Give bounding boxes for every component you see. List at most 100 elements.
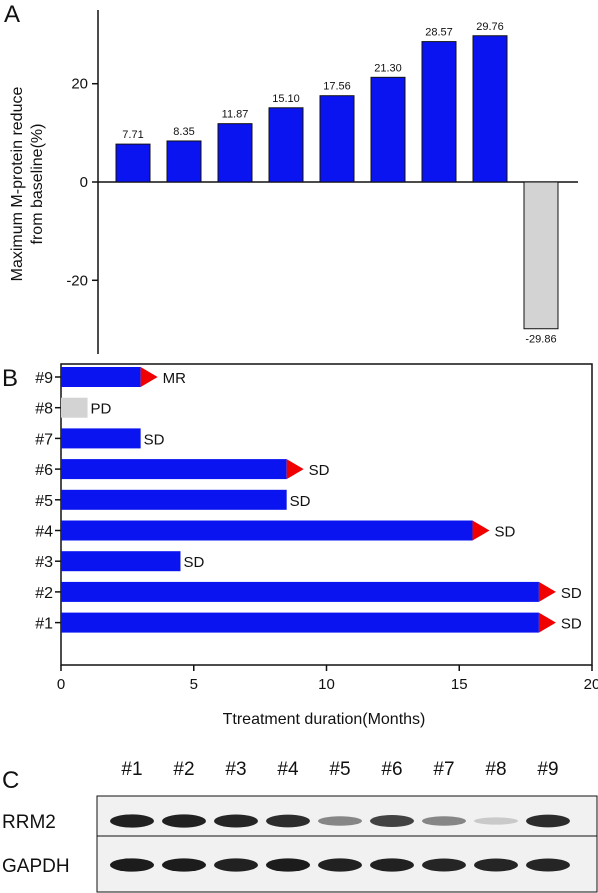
panel-b-status-label: SD: [309, 462, 330, 479]
panel-b-bar: [61, 520, 473, 541]
blot-band: [318, 858, 362, 872]
panel-b-bar: [61, 581, 539, 602]
blot-row-label: RRM2: [2, 812, 56, 833]
blot-band: [422, 816, 466, 826]
panel-b-y-tick-label: #9: [35, 370, 53, 387]
panel-b-ongoing-arrow: [286, 459, 304, 480]
blot-band: [162, 858, 206, 872]
panel-b-bar: [61, 428, 141, 449]
panel-b-axes: 0 5 10 15 20 #9 #8 #7 #6 #5 #4 #3 #2 #1: [35, 363, 598, 693]
panel-b-y-tick-label: #2: [35, 585, 53, 602]
panel-a-bar: [268, 107, 304, 183]
panel-a-bar-value-label: 29.76: [476, 21, 504, 33]
blot-lane-label: #6: [381, 759, 402, 780]
panel-b-bar: [61, 489, 287, 510]
panel-b-status-label: PD: [91, 401, 112, 418]
panel-a-bar-value-label: -29.86: [525, 334, 556, 346]
blot-band: [422, 858, 466, 872]
panel-b-bar: [61, 397, 88, 418]
panel-b-bar: [61, 459, 287, 480]
panel-b-bars: MR PD SD SD SD SD SD SD SD: [61, 367, 582, 633]
blot-band: [526, 858, 570, 872]
panel-b-y-tick-label: #7: [35, 431, 53, 448]
panel-b: B 0 5 10 15 20 #9 #8 #7 #6 #5 #4 #3 #2 #1 MR PD SD SD SD S…: [2, 363, 598, 728]
panel-b-xlabel: Ttreatment duration(Months): [223, 711, 426, 728]
blot-band: [526, 814, 570, 828]
western-blot: #1 #2 #3 #4 #5 #6 #7 #8 #9 RRM2 GAPDH: [2, 759, 598, 893]
panel-a-bar-value-label: 8.35: [173, 126, 194, 138]
panel-b-bar: [61, 551, 181, 572]
panel-b-y-tick-label: #5: [35, 493, 53, 510]
panel-a-bar: [523, 181, 559, 330]
panel-a-bars: 7.71 8.35 11.87 15.10 17.56 21.30 28.57 29.76 -2…: [115, 21, 559, 346]
panel-b-ongoing-arrow: [538, 581, 556, 602]
panel-a-bar: [421, 41, 457, 183]
panel-c: C #1 #2 #3 #4 #5 #6 #7 #8 #9 RRM2 GAPDH: [2, 759, 598, 893]
blot-band: [474, 817, 518, 825]
panel-a-ylabel-line2: from baseline(%): [29, 124, 46, 245]
blot-lane-label: #1: [121, 759, 142, 780]
panel-a-bar: [115, 143, 151, 183]
blot-lane-label: #4: [277, 759, 299, 780]
panel-b-status-label: SD: [290, 493, 311, 510]
blot-row: GAPDH: [2, 835, 598, 893]
panel-b-x-tick-label: 10: [318, 676, 335, 693]
panel-b-letter: B: [2, 365, 18, 392]
blot-lane-label: #7: [433, 759, 454, 780]
panel-a-y-tick-label: 20: [71, 76, 88, 93]
panel-b-ongoing-arrow: [538, 612, 556, 633]
panel-b-status-label: SD: [495, 524, 516, 541]
panel-c-letter: C: [2, 767, 19, 794]
panel-b-bar: [61, 367, 141, 387]
panel-a-bar-value-label: 28.57: [425, 27, 453, 39]
panel-a-bar-value-label: 11.87: [222, 109, 249, 121]
blot-lane-label: #5: [329, 759, 350, 780]
blot-band: [318, 816, 362, 826]
panel-b-ongoing-arrow: [140, 367, 158, 387]
blot-band: [266, 814, 310, 828]
panel-b-bar: [61, 612, 539, 633]
panel-a-bar: [472, 35, 508, 183]
panel-b-x-tick-label: 0: [57, 676, 65, 693]
blot-lane-label: #2: [173, 759, 194, 780]
panel-b-y-tick-label: #8: [35, 401, 53, 418]
blot-lane-label: #3: [225, 759, 246, 780]
panel-a-bar-value-label: 15.10: [272, 93, 300, 105]
blot-band: [214, 814, 258, 828]
panel-b-x-tick-label: 15: [451, 676, 468, 693]
panel-a-bar: [319, 95, 355, 183]
panel-b-x-tick-label: 5: [190, 676, 198, 693]
panel-b-status-label: MR: [163, 370, 186, 387]
panel-b-ongoing-arrow: [472, 520, 490, 541]
panel-a: A Maximum M-protein reduce from baseline…: [4, 1, 578, 354]
panel-b-x-tick-label: 20: [584, 676, 598, 693]
blot-band: [110, 814, 154, 828]
panel-a-bar: [217, 123, 253, 183]
blot-lane-label: #8: [485, 759, 506, 780]
panel-a-y-tick-label: 0: [80, 174, 88, 191]
panel-a-bar-value-label: 7.71: [122, 129, 143, 141]
panel-a-bar-value-label: 21.30: [374, 62, 402, 74]
panel-b-status-label: SD: [561, 585, 582, 602]
blot-band: [266, 858, 310, 872]
blot-band: [370, 815, 414, 827]
panel-b-status-label: SD: [183, 554, 204, 571]
blot-band: [474, 858, 518, 872]
panel-b-y-tick-label: #1: [35, 616, 53, 633]
panel-b-status-label: SD: [561, 616, 582, 633]
panel-b-status-label: SD: [144, 431, 165, 448]
panel-a-bar: [166, 140, 202, 183]
panel-a-bar: [370, 76, 406, 183]
blot-lane-label: #9: [537, 759, 558, 780]
blot-row-label: GAPDH: [2, 856, 70, 877]
blot-band: [110, 858, 154, 872]
panel-b-y-tick-label: #3: [35, 554, 53, 571]
panel-a-ylabel-line1: Maximum M-protein reduce: [9, 87, 26, 282]
panel-a-bar-value-label: 17.56: [323, 81, 351, 93]
panel-a-letter: A: [4, 1, 20, 28]
panel-b-y-tick-label: #4: [35, 524, 53, 541]
panel-b-y-tick-label: #6: [35, 462, 53, 479]
blot-band: [370, 858, 414, 872]
blot-band: [214, 858, 258, 872]
